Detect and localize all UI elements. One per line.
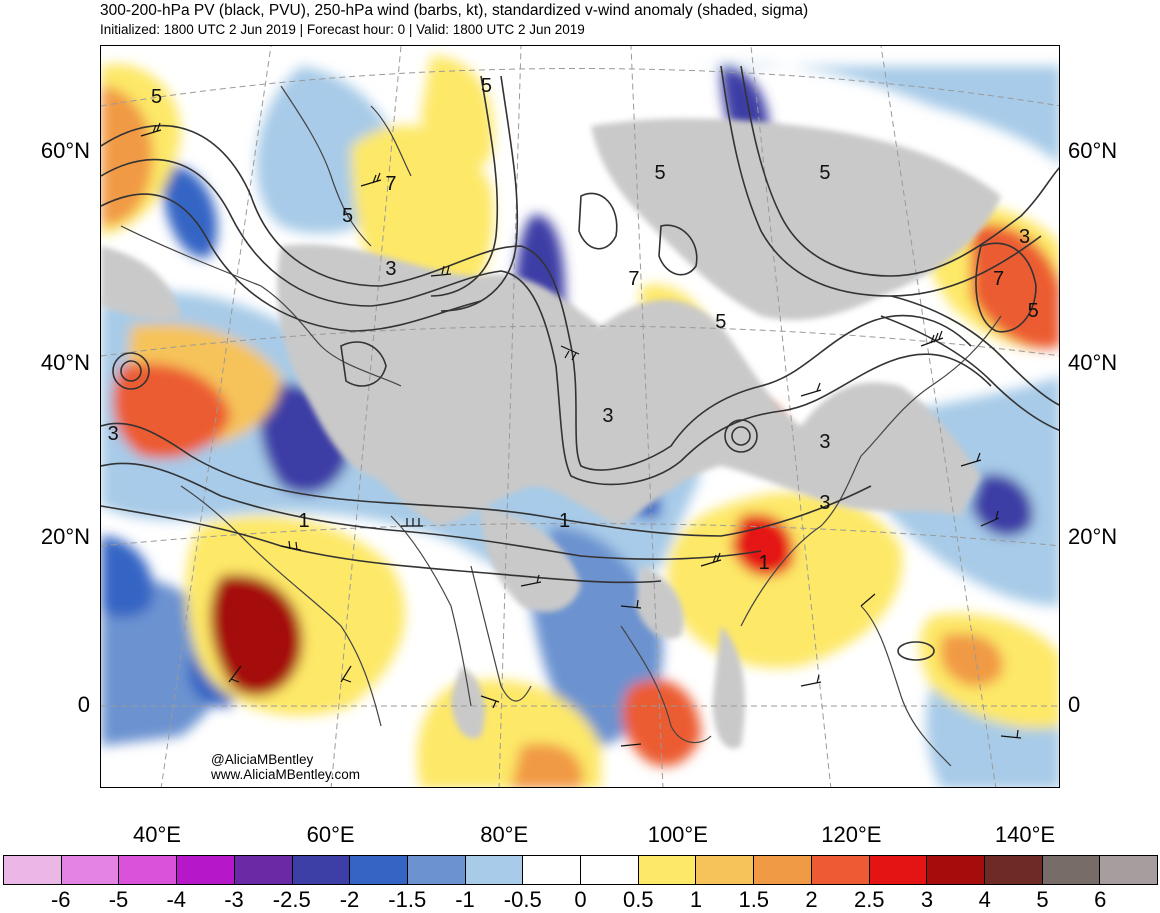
contour-label: 7 (628, 268, 640, 291)
contour-label: 5 (480, 75, 492, 97)
longitude-label: 100°E (647, 822, 708, 847)
contour-label: 3 (385, 257, 397, 280)
colorbar-tick-label: -1 (455, 887, 475, 912)
colorbar-swatch (811, 856, 870, 884)
colorbar-tick-label: -2.5 (272, 887, 311, 912)
latitude-label-left: 0 (77, 692, 90, 717)
pv-contours (101, 65, 1059, 661)
wind-barbs (140, 122, 1022, 747)
colorbar-swatch (119, 856, 178, 884)
colorbar-swatch (61, 856, 120, 884)
contour-label: 1 (298, 509, 310, 532)
colorbar-swatch (927, 856, 985, 884)
colorbar-swatch (523, 856, 582, 884)
colorbar-tick-label: -6 (50, 887, 71, 912)
colorbar-swatch (638, 856, 697, 884)
colorbar-tick-label: 1.5 (738, 887, 770, 912)
colorbar-tick-label: 2.5 (853, 887, 885, 912)
longitude-label: 140°E (994, 822, 1056, 847)
credit-handle: @AliciaMBentley (211, 752, 314, 767)
colorbar-swatch (869, 856, 928, 884)
contour-label: 5 (819, 162, 831, 185)
colorbar-swatch (984, 856, 1043, 884)
contour-label: 1 (558, 509, 571, 532)
colorbar-swatch (754, 856, 812, 884)
colorbar-tick-label: -1.5 (388, 887, 427, 912)
colorbar-tick-label: -4 (166, 887, 187, 912)
colorbar-tick-label: -0.5 (503, 887, 542, 912)
colorbar-tick-label: -3 (224, 887, 244, 912)
contour-label: 3 (819, 431, 831, 454)
longitude-label: 120°E (821, 822, 882, 847)
colorbar-swatch (1042, 856, 1101, 884)
longitude-label: 80°E (480, 822, 529, 847)
map-title: 300-200-hPa PV (black, PVU), 250-hPa win… (100, 2, 809, 19)
colorbar-swatch (1100, 856, 1158, 884)
latitude-label-right: 20°N (1068, 524, 1118, 549)
contour-label: 7 (992, 268, 1005, 291)
colorbar-tick-label: 0.5 (622, 887, 654, 912)
contour-label: 5 (654, 162, 666, 185)
contour-label: 3 (819, 492, 831, 515)
longitude-label: 40°E (133, 822, 181, 847)
map-svg (101, 46, 1059, 787)
contour-label: 5 (151, 86, 163, 108)
contour-label: 3 (107, 422, 119, 445)
latitude-label-right: 0 (1068, 692, 1081, 717)
map-subtitle: Initialized: 1800 UTC 2 Jun 2019 | Forec… (100, 22, 585, 37)
contour-label: 5 (715, 310, 727, 333)
colorbar-tick-label: -5 (108, 887, 129, 912)
latitude-label-right: 40°N (1068, 350, 1118, 375)
colorbar-swatch (581, 856, 639, 884)
colorbar-swatch (292, 856, 351, 884)
colorbar-tick-label: 1 (689, 887, 703, 912)
colorbar-swatch (465, 856, 524, 884)
colorbar-tick-label: 2 (805, 887, 818, 912)
colorbar-swatch (407, 856, 466, 884)
credit-website: www.AliciaMBentley.com (211, 767, 361, 782)
latitude-label-left: 40°N (40, 350, 90, 375)
graticule (101, 46, 1059, 787)
longitude-label: 60°E (306, 822, 355, 847)
colorbar-tick-label: 6 (1094, 887, 1107, 912)
colorbar-tick-label: 0 (574, 887, 587, 912)
pv-gray-region (101, 118, 1001, 749)
latitude-label-left: 20°N (40, 524, 90, 549)
contour-label: 3 (1019, 225, 1031, 248)
contour-label: 7 (385, 172, 397, 195)
colorbar-swatch (350, 856, 408, 884)
contour-label: 1 (758, 552, 770, 575)
coastlines (120, 85, 1002, 767)
colorbar-tick-label: 3 (920, 887, 934, 912)
contour-label: 5 (1027, 300, 1039, 322)
contour-label: 5 (341, 204, 354, 227)
colorbar-swatch (4, 856, 62, 884)
colorbar-tick-label: 4 (978, 887, 991, 912)
colorbar-swatch (234, 856, 293, 884)
colorbar-tick-label: 5 (1036, 887, 1049, 912)
colorbar-swatch (696, 856, 755, 884)
contour-label: 3 (602, 405, 614, 428)
colorbar (3, 855, 1158, 885)
latitude-label-right: 60°N (1068, 138, 1118, 163)
colorbar-swatch (177, 856, 235, 884)
latitude-label-left: 60°N (40, 138, 90, 163)
colorbar-tick-label: -2 (339, 887, 360, 912)
